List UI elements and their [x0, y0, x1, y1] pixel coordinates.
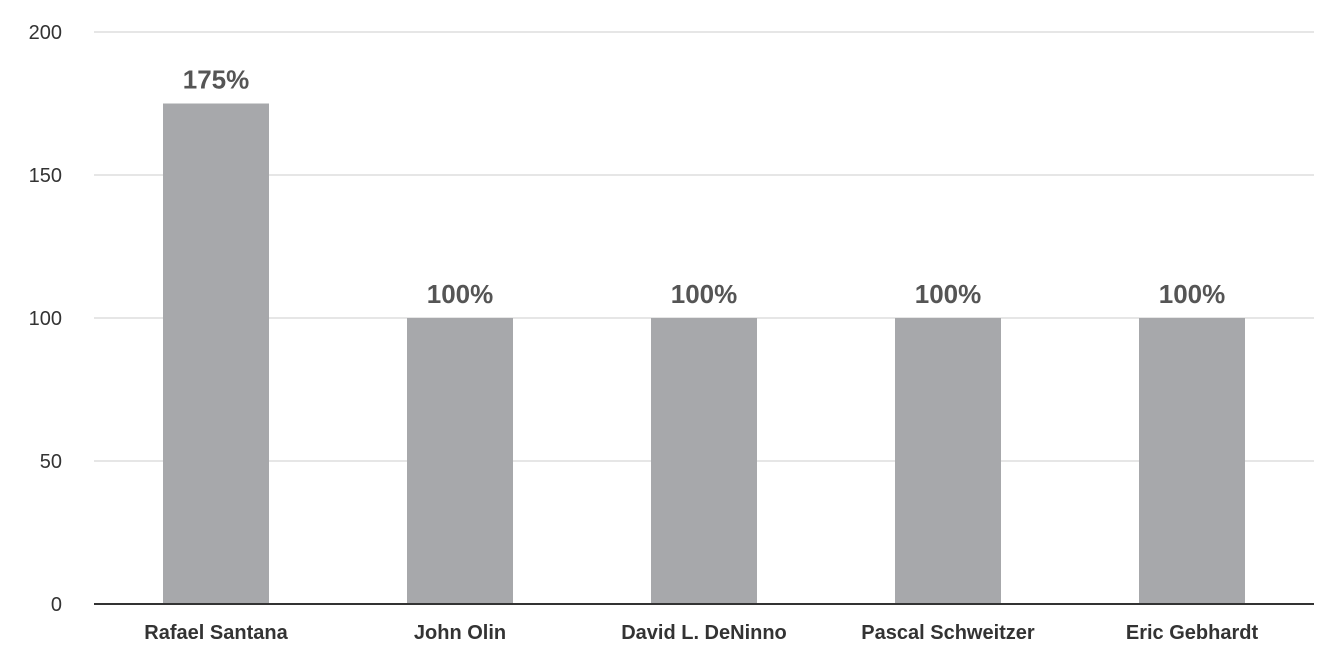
data-label: 175% [183, 65, 250, 95]
data-label: 100% [671, 279, 738, 309]
x-tick-label: Rafael Santana [144, 622, 288, 644]
data-label: 100% [915, 279, 982, 309]
y-axis-ticks: 0 50 100 150 200 [29, 22, 62, 616]
y-tick-label: 0 [51, 594, 62, 616]
bars [163, 103, 1245, 604]
x-tick-label: Pascal Schweitzer [861, 622, 1035, 644]
data-label: 100% [1159, 279, 1226, 309]
bar [407, 318, 513, 604]
y-tick-label: 50 [40, 451, 62, 473]
y-tick-label: 100 [29, 308, 62, 330]
x-axis-ticks: Rafael Santana John Olin David L. DeNinno P… [144, 622, 1258, 644]
y-tick-label: 150 [29, 165, 62, 187]
x-tick-label: David L. DeNinno [621, 622, 787, 644]
data-label: 100% [427, 279, 494, 309]
bar [1139, 318, 1245, 604]
bar [163, 103, 269, 604]
data-labels: 175% 100% 100% 100% 100% [183, 65, 1226, 310]
x-tick-label: Eric Gebhardt [1126, 622, 1259, 644]
y-tick-label: 200 [29, 22, 62, 44]
x-tick-label: John Olin [414, 622, 506, 644]
bar [895, 318, 1001, 604]
bar [651, 318, 757, 604]
